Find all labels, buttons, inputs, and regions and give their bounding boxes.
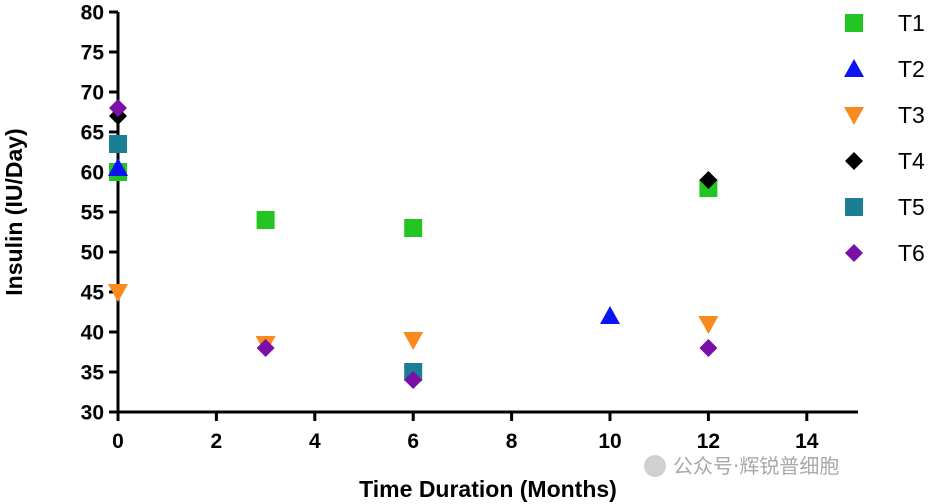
x-tick-label: 14	[795, 430, 819, 453]
point-t4	[699, 171, 718, 189]
point-t6	[256, 339, 275, 357]
point-t6	[109, 99, 127, 117]
x-tick-label: 0	[112, 430, 124, 453]
chart-legend: T1 T2 T3 T4 T5 T6	[844, 10, 925, 266]
y-tick-label: 30	[81, 402, 104, 425]
y-tick-label: 40	[81, 322, 104, 345]
point-t6	[404, 371, 423, 389]
legend-label-t1: T1	[898, 10, 925, 36]
point-t6	[699, 339, 718, 357]
x-tick-label: 6	[407, 430, 419, 453]
legend-label-t3: T3	[898, 102, 925, 128]
point-t2	[108, 158, 128, 176]
legend-label-t6: T6	[898, 240, 925, 266]
legend-label-t4: T4	[898, 148, 925, 174]
watermark: 公众号·辉锐普细胞	[644, 454, 839, 478]
y-tick-label: 50	[81, 242, 104, 265]
legend-marker-t6	[845, 244, 863, 262]
y-tick-label: 75	[81, 42, 105, 65]
point-t3	[698, 316, 719, 334]
legend-marker-t4	[845, 152, 863, 170]
y-tick-label: 60	[81, 162, 104, 185]
x-axis-title: Time Duration (Months)	[359, 476, 617, 502]
x-tick-label: 10	[598, 430, 621, 453]
point-t2	[600, 306, 620, 324]
y-tick-label: 55	[81, 202, 105, 225]
x-tick-label: 8	[506, 430, 518, 453]
legend-marker-t3	[844, 107, 864, 125]
point-t1	[404, 219, 423, 237]
x-tick-label: 2	[211, 430, 223, 453]
x-tick-label: 12	[697, 430, 720, 453]
chart-points	[108, 99, 719, 389]
legend-marker-t1	[845, 14, 863, 32]
y-axis-title: Insulin (IU/Day)	[1, 128, 27, 295]
watermark-text: 公众号·辉锐普细胞	[673, 454, 839, 478]
legend-label-t5: T5	[898, 194, 925, 220]
watermark-icon	[644, 455, 666, 477]
legend-marker-t2	[844, 59, 864, 77]
legend-label-t2: T2	[898, 56, 925, 82]
y-tick-label: 35	[81, 362, 105, 385]
legend-marker-t5	[845, 198, 863, 216]
x-tick-label: 4	[309, 430, 321, 453]
chart-ticks: 30 35 40 45 50 55 60 65 70 75 80 0 2 4 6 8 10 12 14	[81, 2, 819, 454]
point-t5	[109, 135, 127, 153]
y-tick-label: 70	[81, 82, 104, 105]
y-tick-label: 45	[81, 282, 105, 305]
point-t3	[108, 284, 128, 302]
point-t3	[403, 332, 424, 350]
y-tick-label: 65	[81, 122, 105, 145]
y-tick-label: 80	[81, 2, 104, 25]
point-t1	[256, 211, 275, 229]
chart-axes	[116, 12, 858, 414]
